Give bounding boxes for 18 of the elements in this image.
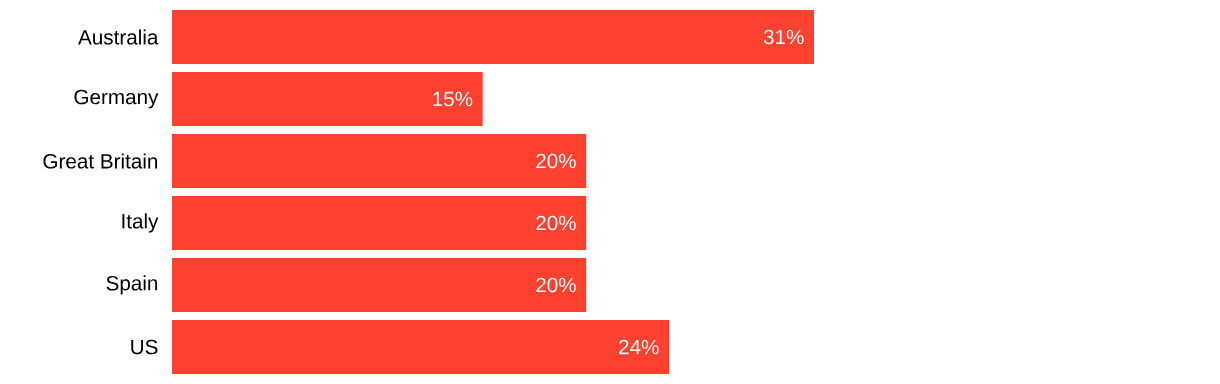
data-label: 24% bbox=[619, 339, 659, 355]
data-label: 15% bbox=[433, 91, 473, 107]
bar bbox=[172, 319, 670, 374]
y-tick-label: Great Britain bbox=[43, 153, 158, 169]
bar bbox=[172, 195, 587, 250]
bar bbox=[172, 71, 483, 126]
y-tick-label: Spain bbox=[106, 275, 158, 295]
y-tick-label: Italy bbox=[122, 213, 159, 233]
bar bbox=[172, 10, 815, 64]
y-tick-label: US bbox=[131, 339, 158, 355]
data-label: 20% bbox=[536, 215, 576, 231]
data-label: 20% bbox=[536, 277, 576, 293]
y-tick-label: Germany bbox=[74, 89, 159, 109]
bar bbox=[172, 257, 587, 312]
y-tick-label: Australia bbox=[78, 29, 159, 45]
data-label: 31% bbox=[763, 29, 804, 45]
bar bbox=[172, 133, 587, 188]
data-label: 20% bbox=[536, 153, 576, 169]
